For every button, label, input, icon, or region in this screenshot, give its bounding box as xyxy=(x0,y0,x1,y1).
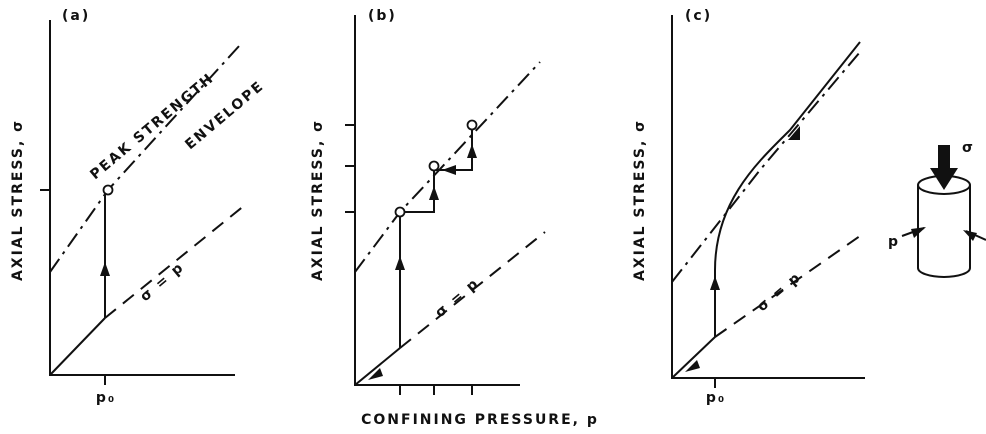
hydrostatic-line xyxy=(104,204,246,319)
loading-path xyxy=(49,317,106,376)
failure-point xyxy=(102,184,114,196)
arrow xyxy=(685,360,700,372)
stress-label: σ xyxy=(962,140,975,156)
y-axis-label: AXIAL STRESS, σ xyxy=(632,119,648,281)
loading-path xyxy=(671,336,716,379)
tick-label: p₀ xyxy=(96,390,116,406)
cylinder xyxy=(917,185,971,278)
y-axis-label: AXIAL STRESS, σ xyxy=(10,119,26,281)
envelope xyxy=(354,61,541,273)
panel-label: (a) xyxy=(62,8,90,24)
hydrostatic-line xyxy=(399,231,546,349)
arrow xyxy=(710,126,800,290)
ticks xyxy=(345,124,473,395)
panel-b: (b) AXIAL STRESS, σ σ = p xyxy=(310,8,546,395)
failure-point xyxy=(428,160,440,172)
pressure-label: p xyxy=(888,234,900,250)
panel-a: (a) AXIAL STRESS, σ p₀ PEAK STRENGTH ENV… xyxy=(10,8,268,406)
y-axis-label: AXIAL STRESS, σ xyxy=(310,119,326,281)
arrow xyxy=(963,230,977,241)
ticks xyxy=(40,189,106,385)
envelope xyxy=(671,51,861,283)
tick-label: p₀ xyxy=(706,390,726,406)
arrow xyxy=(100,262,110,276)
arrow xyxy=(368,368,383,380)
panel-label: (c) xyxy=(685,8,712,24)
failure-point xyxy=(466,119,478,131)
arrow xyxy=(395,144,477,270)
line-label: σ = p xyxy=(754,269,804,315)
yield-path xyxy=(714,41,861,337)
axes xyxy=(671,15,865,379)
specimen: σ p xyxy=(888,140,986,278)
hydrostatic-line xyxy=(714,235,861,338)
stress-arrow xyxy=(930,145,958,190)
line-label: σ = p xyxy=(137,259,187,305)
loading-path xyxy=(354,347,401,386)
panel-c: (c) AXIAL STRESS, σ p₀ σ = p xyxy=(632,8,865,406)
failure-point xyxy=(394,206,406,218)
panel-label: (b) xyxy=(368,8,397,24)
line-label: σ = p xyxy=(432,275,482,321)
arrow xyxy=(911,227,926,238)
x-axis-label: CONFINING PRESSURE, p xyxy=(361,412,599,428)
